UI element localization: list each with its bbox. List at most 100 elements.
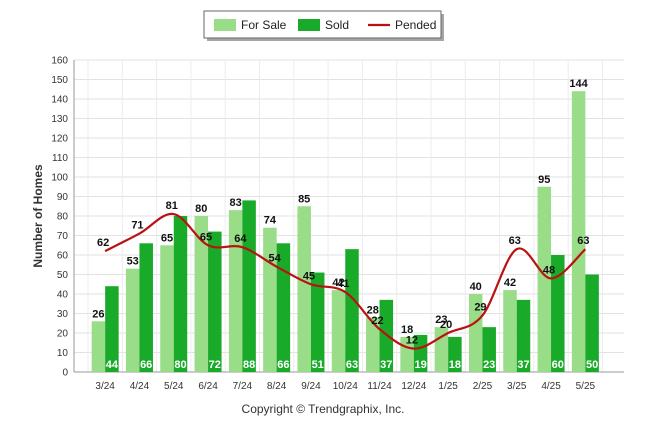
sold-data-label: 80	[174, 359, 186, 371]
for-sale-data-label: 40	[470, 281, 482, 293]
legend-box	[203, 10, 442, 39]
pended-data-label: 22	[371, 315, 383, 327]
x-tick-label: 9/24	[301, 381, 321, 392]
y-tick-label: 30	[57, 309, 69, 320]
sold-bar	[105, 286, 119, 372]
pended-data-label: 81	[166, 200, 178, 212]
pended-data-label: 63	[509, 235, 521, 247]
x-tick-label: 4/24	[130, 381, 150, 392]
for-sale-bar	[366, 317, 380, 372]
pended-line	[104, 212, 587, 350]
x-tick-label: 11/24	[367, 381, 392, 392]
for-sale-data-label: 18	[401, 324, 413, 336]
sold-bar	[139, 243, 153, 372]
for-sale-bar	[331, 290, 346, 372]
legend-for-sale-swatch	[214, 19, 236, 31]
for-sale-bar	[194, 216, 209, 372]
for-sale-data-label: 23	[435, 314, 447, 326]
sold-data-label: 50	[586, 359, 598, 371]
sold-data-label: 37	[380, 359, 392, 371]
legend-pended-label: Pended	[395, 18, 436, 32]
x-tick-label: 7/24	[233, 381, 253, 392]
sold-bar	[516, 299, 531, 372]
y-tick-label: 130	[51, 114, 68, 125]
for-sale-bar	[503, 290, 517, 372]
y-tick-label: 60	[57, 251, 69, 262]
for-sale-data-label: 42	[504, 277, 516, 289]
x-tick-label: 2/25	[473, 381, 493, 392]
x-tick-label: 4/25	[541, 381, 561, 392]
sold-bar	[585, 274, 599, 372]
pended-data-label: 45	[303, 270, 315, 282]
x-tick-label: 3/25	[507, 381, 527, 392]
y-tick-label: 120	[51, 134, 68, 145]
pended-data-label: 41	[337, 278, 349, 290]
y-tick-label: 160	[51, 56, 68, 67]
sold-bar	[482, 327, 496, 372]
y-tick-label: 50	[57, 270, 69, 281]
sold-data-label: 60	[552, 359, 564, 371]
legend-sold-swatch	[298, 19, 320, 31]
sold-data-label: 19	[414, 359, 426, 371]
sold-bar	[448, 336, 462, 372]
y-tick-label: 90	[57, 192, 69, 203]
for-sale-data-label: 42	[332, 277, 344, 289]
pended-data-label: 12	[406, 335, 418, 347]
copyright-text: Copyright © Trendgraphix, Inc.	[241, 402, 405, 416]
x-tick-label: 5/24	[164, 381, 184, 392]
for-sale-bar	[160, 245, 174, 372]
for-sale-data-label: 28	[367, 304, 379, 316]
pended-data-label: 62	[97, 237, 109, 249]
y-tick-label: 0	[62, 368, 68, 379]
y-tick-label: 40	[57, 290, 69, 301]
sold-data-label: 44	[106, 359, 119, 371]
for-sale-data-label: 83	[229, 197, 241, 209]
for-sale-bar	[125, 268, 140, 372]
y-tick-label: 80	[57, 212, 69, 223]
for-sale-bar	[571, 91, 586, 372]
sold-bar	[345, 249, 359, 372]
for-sale-bar	[263, 227, 277, 372]
pended-data-label: 54	[269, 253, 282, 265]
for-sale-bar	[537, 186, 552, 372]
y-tick-label: 110	[52, 153, 68, 164]
sold-bar	[276, 243, 291, 372]
pended-data-label: 71	[131, 220, 143, 232]
x-tick-label: 1/25	[438, 381, 458, 392]
sold-data-label: 72	[209, 359, 221, 371]
y-tick-label: 140	[51, 95, 68, 106]
sold-bar	[242, 200, 256, 372]
for-sale-data-label: 85	[298, 193, 310, 205]
sold-data-label: 51	[312, 359, 324, 371]
pended-data-label: 20	[440, 319, 452, 331]
for-sale-data-label: 80	[195, 203, 207, 215]
for-sale-data-label: 65	[161, 232, 173, 244]
for-sale-data-label: 95	[538, 174, 550, 186]
x-tick-label: 8/24	[267, 381, 287, 392]
sold-bar	[208, 231, 222, 372]
pended-data-label: 65	[200, 231, 212, 243]
sold-bar	[173, 216, 188, 372]
y-tick-label: 20	[57, 329, 69, 340]
legend-for-sale-label: For Sale	[241, 18, 287, 32]
for-sale-bar	[91, 321, 106, 372]
sold-data-label: 37	[517, 359, 529, 371]
pended-data-label: 48	[543, 264, 555, 276]
y-tick-label: 70	[57, 231, 69, 242]
y-tick-label: 100	[51, 173, 68, 184]
sold-data-label: 63	[346, 359, 358, 371]
sold-bar	[310, 272, 325, 372]
sold-data-label: 88	[243, 359, 255, 371]
x-tick-label: 10/24	[333, 381, 358, 392]
y-tick-label: 10	[57, 348, 69, 359]
sold-bar	[413, 334, 428, 372]
sold-bar	[551, 255, 565, 372]
legend: For Sale Sold Pended	[203, 10, 444, 41]
x-tick-label: 3/24	[95, 381, 115, 392]
sold-data-label: 23	[483, 359, 495, 371]
for-sale-data-label: 74	[264, 215, 277, 227]
y-tick-label: 150	[51, 75, 68, 86]
pended-data-label: 64	[234, 233, 247, 245]
